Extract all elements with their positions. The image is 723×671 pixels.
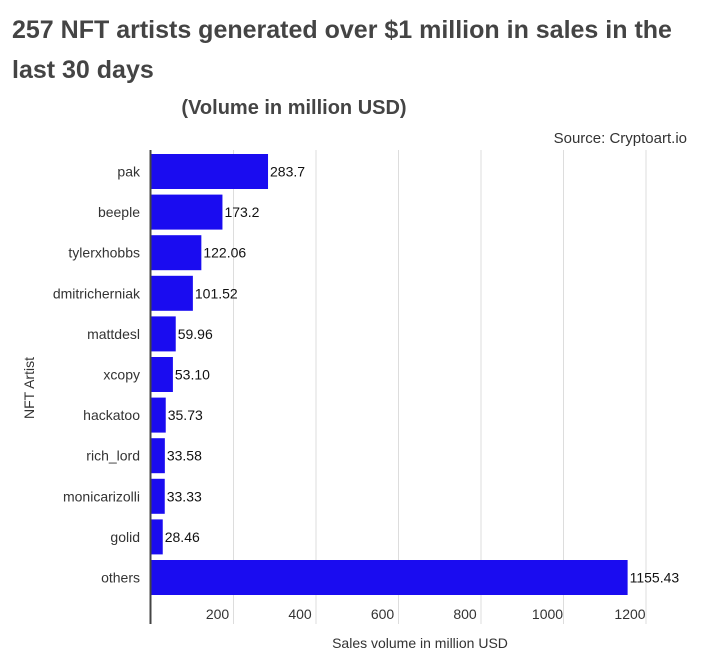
category-label: dmitricherniak bbox=[53, 285, 141, 301]
bar bbox=[151, 560, 628, 595]
x-axis-title: Sales volume in million USD bbox=[332, 635, 508, 651]
bar bbox=[151, 478, 165, 514]
bar bbox=[151, 275, 193, 311]
x-tick-label: 400 bbox=[288, 606, 312, 622]
category-label: others bbox=[101, 570, 140, 586]
source-note: Source: Cryptoart.io bbox=[553, 130, 687, 147]
value-labels: 283.7 173.2 122.06 101.52 59.96 53.10 35.73 33.… bbox=[165, 164, 680, 586]
bar bbox=[151, 235, 202, 271]
value-label: 33.58 bbox=[167, 448, 202, 464]
category-label: mattdesl bbox=[87, 326, 140, 342]
y-axis-title: NFT Artist bbox=[21, 357, 37, 419]
value-label: 1155.43 bbox=[630, 570, 680, 586]
value-label: 283.7 bbox=[270, 164, 305, 180]
value-label: 53.10 bbox=[175, 367, 210, 383]
x-tick-label: 200 bbox=[206, 606, 230, 622]
category-label: rich_lord bbox=[86, 448, 140, 464]
value-label: 28.46 bbox=[165, 529, 200, 545]
category-label: beeple bbox=[98, 204, 140, 220]
bar bbox=[151, 519, 163, 555]
x-tick-label: 1200 bbox=[614, 606, 645, 622]
category-label: monicarizolli bbox=[63, 488, 140, 504]
category-label: hackatoo bbox=[83, 407, 140, 423]
gridlines bbox=[233, 150, 647, 624]
bars bbox=[151, 154, 628, 595]
value-label: 33.33 bbox=[167, 488, 202, 504]
bar bbox=[151, 316, 176, 352]
category-label: pak bbox=[117, 164, 141, 180]
value-label: 59.96 bbox=[178, 326, 213, 342]
value-label: 101.52 bbox=[195, 285, 238, 301]
category-label: tylerxhobbs bbox=[68, 245, 140, 261]
value-label: 173.2 bbox=[224, 204, 259, 220]
category-labels: pak beeple tylerxhobbs dmitricherniak mattde… bbox=[53, 164, 141, 586]
category-label: xcopy bbox=[103, 367, 140, 383]
bar bbox=[151, 154, 269, 189]
category-label: golid bbox=[110, 529, 140, 545]
bar bbox=[151, 194, 223, 230]
x-tick-label: 1000 bbox=[532, 606, 563, 622]
bar bbox=[151, 357, 173, 392]
value-label: 35.73 bbox=[168, 407, 203, 423]
x-tick-label: 800 bbox=[453, 606, 477, 622]
bar bbox=[151, 397, 166, 433]
x-tick-labels: 200 400 600 800 1000 1200 bbox=[206, 606, 646, 622]
chart-subtitle: (Volume in million USD) bbox=[181, 97, 407, 119]
bar bbox=[151, 438, 165, 474]
chart-title: 257 NFT artists generated over $1 millio… bbox=[12, 16, 672, 84]
value-label: 122.06 bbox=[203, 245, 246, 261]
x-tick-label: 600 bbox=[371, 606, 395, 622]
